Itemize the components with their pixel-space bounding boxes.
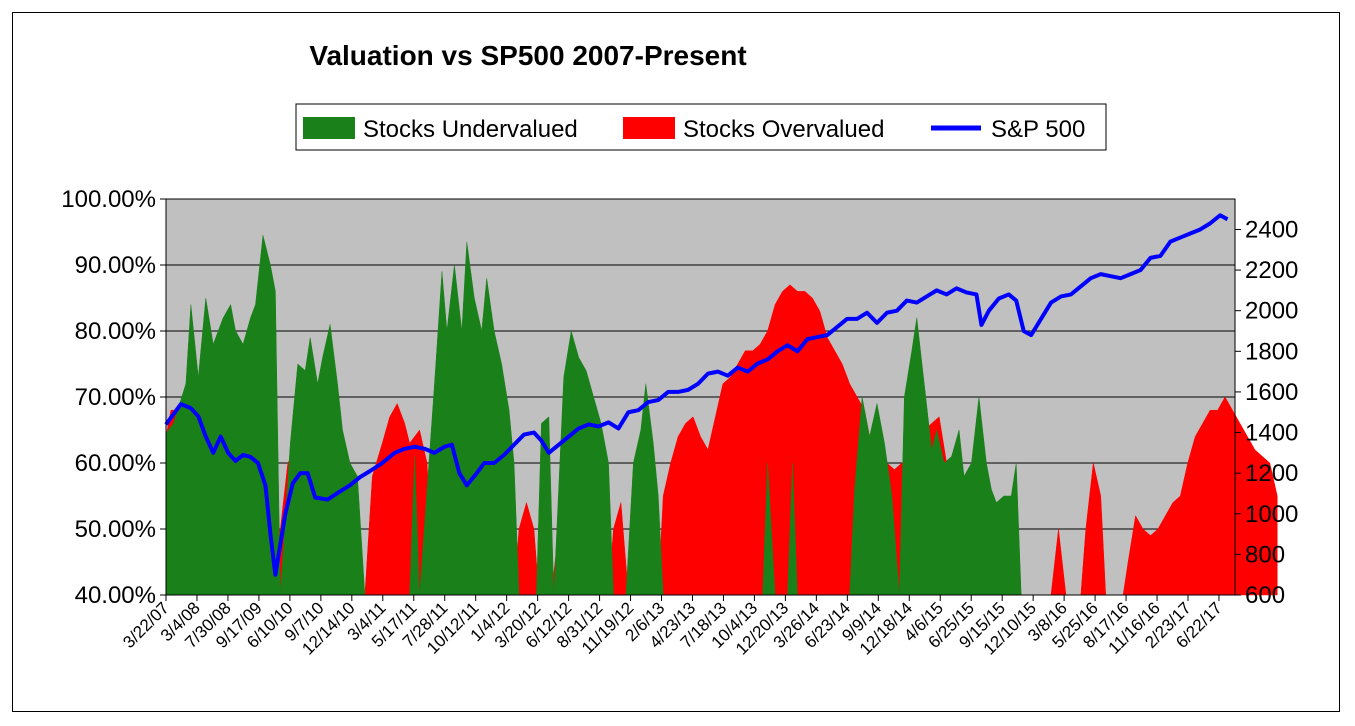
legend-swatch	[623, 117, 675, 139]
right-axis-tick-label: 2400	[1245, 216, 1298, 243]
right-axis-tick-label: 1000	[1245, 501, 1298, 528]
legend: Stocks Undervalued Stocks Overvalued S&P 5…	[295, 103, 1107, 151]
left-axis-tick-label: 80.00%	[75, 318, 156, 345]
chart-frame: Valuation vs SP500 2007-Present Stocks U…	[12, 12, 1340, 712]
left-axis-tick-label: 60.00%	[75, 450, 156, 477]
left-axis-tick-label: 50.00%	[75, 516, 156, 543]
right-axis-tick-label: 2000	[1245, 298, 1298, 325]
sp500-line	[164, 213, 1229, 577]
right-axis-tick-label: 1200	[1245, 460, 1298, 487]
right-axis-tick-label: 1600	[1245, 379, 1298, 406]
left-axis-tick-label: 90.00%	[75, 252, 156, 279]
legend-swatch	[303, 117, 355, 139]
right-axis-tick-label: 600	[1245, 582, 1285, 609]
chart-canvas: Valuation vs SP500 2007-Present Stocks U…	[61, 40, 1298, 659]
right-axis-tick-label: 800	[1245, 541, 1285, 568]
left-axis-tick-label: 70.00%	[75, 384, 156, 411]
legend-label: Stocks Undervalued	[363, 116, 578, 143]
plot-area	[164, 198, 1278, 596]
right-axis-tick-label: 2200	[1245, 257, 1298, 284]
chart-title: Valuation vs SP500 2007-Present	[309, 40, 746, 71]
left-axis-tick-label: 100.00%	[61, 186, 156, 213]
overvalued-bars	[165, 284, 1278, 596]
legend-label: S&P 500	[991, 116, 1085, 143]
right-axis-tick-label: 1400	[1245, 420, 1298, 447]
right-axis-tick-label: 1800	[1245, 338, 1298, 365]
legend-label: Stocks Overvalued	[683, 116, 884, 143]
undervalued-bars	[165, 235, 1022, 596]
left-axis-tick-label: 40.00%	[75, 582, 156, 609]
